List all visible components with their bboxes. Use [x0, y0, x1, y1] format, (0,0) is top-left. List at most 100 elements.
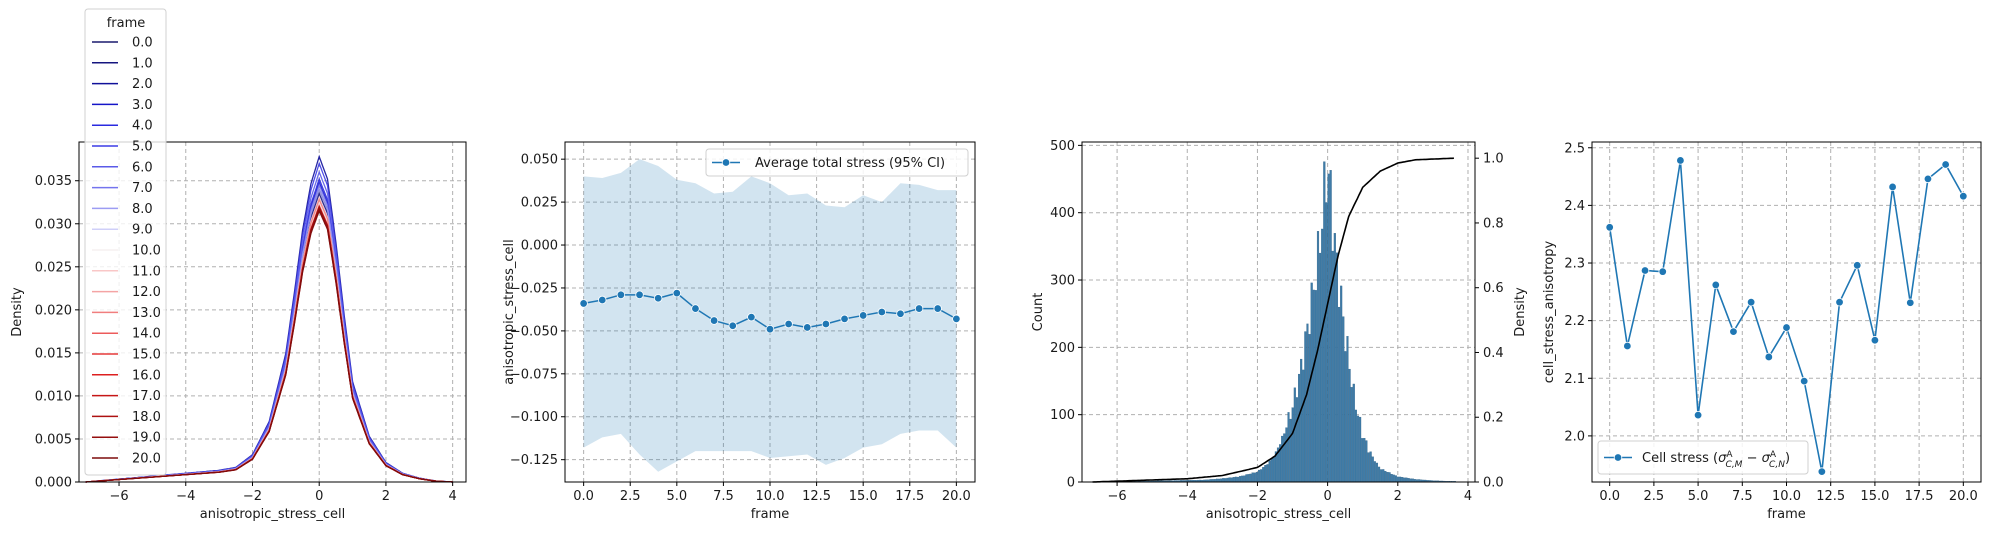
histogram-bar	[1338, 306, 1341, 483]
x-tick-label: −2	[1248, 489, 1267, 504]
histogram-bar	[1327, 173, 1330, 483]
data-point	[1888, 182, 1897, 192]
y-tick-label: 2.5	[1564, 141, 1585, 156]
y-tick-label: 2.2	[1564, 314, 1585, 329]
histogram-bar	[1348, 368, 1351, 483]
x-axis-label: frame	[1767, 507, 1806, 522]
x-tick-label: −6	[1108, 489, 1127, 504]
data-point	[1799, 376, 1809, 386]
histogram-bar	[1291, 407, 1294, 483]
y-tick-label: 200	[1050, 341, 1075, 356]
x-tick-label: −4	[1178, 489, 1197, 504]
histogram-bar	[1308, 334, 1311, 483]
legend-marker	[1613, 453, 1623, 462]
legend-label: 9.0	[132, 223, 153, 238]
y-right-tick-label: 0.2	[1483, 411, 1504, 426]
histogram-bar	[1392, 474, 1395, 483]
legend-label-part: −	[1742, 451, 1761, 466]
histogram-bar	[1298, 373, 1301, 483]
y-tick-label: 100	[1050, 408, 1075, 423]
legend-label: 8.0	[132, 202, 153, 217]
data-point	[1764, 352, 1774, 362]
legend-label: 3.0	[132, 98, 153, 113]
x-tick-label: 4	[1464, 489, 1472, 504]
legend-label: 10.0	[132, 244, 161, 259]
x-axis-label: anisotropic_stress_cell	[200, 507, 346, 522]
y-tick-label: 0.020	[35, 303, 72, 318]
histogram-bar	[1386, 472, 1389, 483]
data-point	[672, 288, 682, 298]
data-point	[1711, 280, 1720, 290]
y-axis-label: cell_stress_anisotropy	[1542, 240, 1557, 383]
x-tick-label: 0.0	[573, 489, 594, 504]
histogram-bar	[1281, 435, 1284, 483]
data-point	[1658, 267, 1667, 276]
data-point	[840, 314, 849, 324]
x-axis-label: anisotropic_stress_cell	[1206, 507, 1352, 522]
legend-box	[84, 8, 167, 476]
histogram-bar	[1226, 477, 1229, 483]
x-tick-label: 12.5	[1816, 489, 1845, 504]
x-tick-label: 5.0	[666, 489, 687, 504]
histogram-bar	[1249, 473, 1252, 483]
legend-label: 1.0	[132, 56, 153, 71]
legend-label-part: )	[1785, 451, 1790, 466]
histogram-bar	[1365, 440, 1368, 483]
histogram-bar	[1285, 427, 1288, 483]
legend: Average total stress (95% CI)	[705, 148, 969, 177]
histogram-bar	[1257, 469, 1261, 483]
legend-label: 13.0	[132, 306, 161, 321]
histogram-bar	[1234, 476, 1237, 483]
histogram-bar	[1312, 289, 1315, 483]
x-tick-label: 5.0	[1688, 489, 1709, 504]
legend-label-part: C,N	[1769, 460, 1785, 470]
legend-label: 14.0	[132, 327, 161, 342]
histogram-bar	[1266, 464, 1269, 483]
x-tick-label: 20.0	[1949, 489, 1978, 504]
y-right-tick-label: 0.0	[1483, 476, 1504, 491]
histogram-bar	[1352, 383, 1355, 483]
data-point	[1870, 336, 1880, 345]
x-tick-label: 10.0	[756, 489, 785, 504]
histogram-bar	[1251, 472, 1254, 483]
data-point	[728, 321, 737, 330]
y-right-tick-label: 0.8	[1483, 216, 1504, 231]
x-tick-label: 0	[315, 489, 323, 504]
data-point	[1835, 298, 1844, 307]
legend-label-part: σ	[1762, 451, 1771, 466]
chart-4: 0.0 2.5 5.0 7.5 10.0 12.5 15.0 17.5 20.0 2.0 2.1 2.…	[1542, 141, 1982, 522]
data-point	[1640, 266, 1650, 275]
legend-box	[705, 148, 969, 177]
histogram-bar	[1371, 456, 1374, 483]
histogram-bar	[1335, 252, 1339, 483]
histogram-bar	[1310, 282, 1313, 483]
histogram-bar	[1321, 228, 1324, 483]
y-tick-label: 2.4	[1564, 199, 1585, 214]
x-tick-label: 17.5	[895, 489, 924, 504]
y-tick-label: 0.005	[35, 432, 72, 447]
data-point	[1693, 410, 1703, 420]
data-point	[858, 311, 868, 320]
histogram-bar	[1346, 336, 1349, 483]
data-point	[691, 304, 700, 313]
legend-label: 2.0	[132, 77, 153, 92]
x-tick-label: 10.0	[1772, 489, 1801, 504]
histogram-bar	[1314, 290, 1317, 483]
histogram-bar	[1344, 351, 1347, 483]
x-axis-label: frame	[751, 507, 790, 522]
histogram-bar	[1236, 476, 1240, 483]
x-tick-label: 20.0	[942, 489, 971, 504]
histogram-bar	[1403, 477, 1406, 483]
histogram-bar	[1396, 476, 1400, 483]
x-tick-label: −2	[243, 489, 262, 504]
x-tick-label: 12.5	[802, 489, 831, 504]
histogram-bar	[1270, 458, 1273, 483]
histogram-bar	[1287, 412, 1290, 483]
chart-2: 0.0 2.5 5.0 7.5 10.0 12.5 15.0 17.5 20.0 −0.125 −0…	[502, 141, 976, 522]
histogram-bar	[1293, 387, 1296, 483]
histogram-bar	[1241, 475, 1244, 483]
histogram-bar	[1394, 475, 1397, 483]
x-tick-label: −6	[109, 489, 128, 504]
histogram-bar	[1342, 316, 1345, 483]
histogram-bar	[1325, 202, 1328, 483]
